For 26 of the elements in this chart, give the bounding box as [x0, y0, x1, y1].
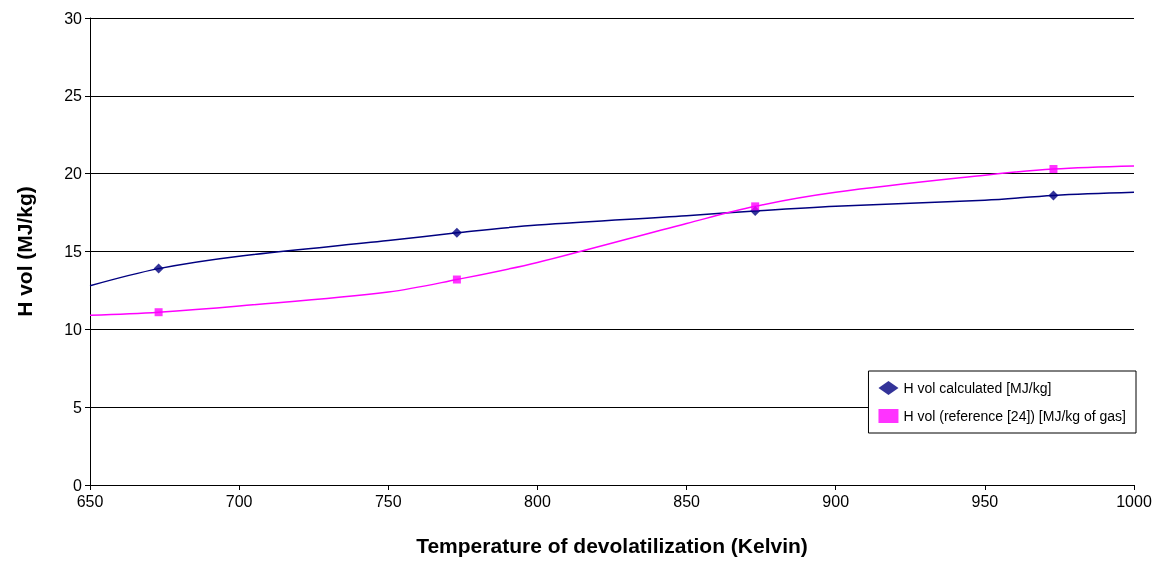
- y-tick-label: 0: [73, 476, 83, 494]
- point: [153, 263, 164, 274]
- y-tick-label: 10: [64, 320, 83, 338]
- y-tick-label: 20: [64, 165, 83, 183]
- x-axis-title: Temperature of devolatilization (Kelvin): [416, 534, 808, 557]
- point: [1048, 190, 1059, 201]
- legend-label: H vol (reference [24]) [MJ/kg of gas]: [903, 408, 1126, 424]
- x-tick-label: 750: [374, 492, 402, 510]
- x-tick-label: 900: [822, 492, 850, 510]
- point: [154, 308, 163, 317]
- x-tick-label: 850: [673, 492, 701, 510]
- x-tick-label: 950: [971, 492, 999, 510]
- x-tick-label: 800: [524, 492, 551, 510]
- y-axis-title: H vol (MJ/kg): [13, 186, 36, 317]
- point: [1049, 165, 1058, 173]
- x-tick-label: 1000: [1116, 492, 1152, 510]
- y-tick-label: 15: [64, 243, 83, 260]
- y-tick-label: 30: [64, 9, 83, 27]
- x-tick-label: 650: [76, 492, 104, 510]
- point: [452, 275, 461, 284]
- x-tick-label: 700: [225, 492, 253, 510]
- y-tick-label: 5: [73, 398, 83, 416]
- legend-label: H vol calculated [MJ/kg]: [903, 380, 1052, 396]
- point: [751, 202, 760, 211]
- y-tick-label: 25: [64, 87, 83, 105]
- point: [451, 227, 462, 238]
